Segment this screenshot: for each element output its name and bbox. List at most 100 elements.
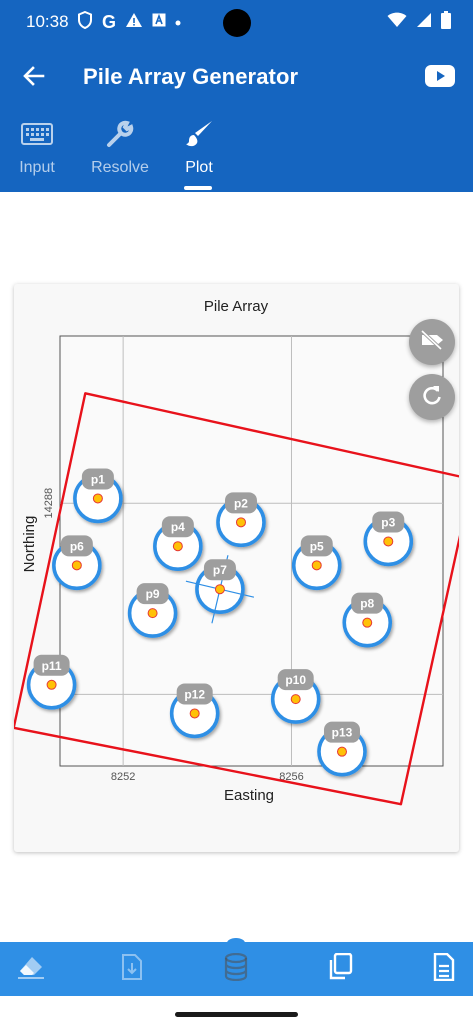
pile-p13[interactable]: p13 [317,721,367,777]
y-tick-label: 14288 [43,488,55,519]
pile-center [147,608,158,619]
report-button[interactable] [422,942,466,996]
app-bar: 10:38 G [0,0,473,192]
pile-center [290,694,301,705]
pile-p2[interactable]: p2 [216,492,266,548]
pile-label-bg [203,559,236,581]
tab-indicator [184,186,212,190]
x-tick-label: 8256 [279,771,303,783]
brush-icon [183,118,215,150]
tab-plot[interactable]: Plot [172,110,226,192]
pile-p12[interactable]: p12 [169,683,220,739]
pile-center [336,746,347,757]
document-icon [433,952,455,986]
tab-input-label: Input [19,159,55,176]
pile-p6[interactable]: p6 [52,535,102,591]
boundary-polygon [12,392,473,806]
google-g-icon: G [102,11,117,32]
page-title: Pile Array Generator [83,64,299,89]
signal-icon [416,12,432,33]
pile-label-bg [176,683,213,705]
pile-center [92,493,103,504]
pile-label: p13 [332,726,353,740]
pile-center [214,584,225,595]
back-button[interactable] [14,58,54,98]
pile-center [362,617,373,628]
copy-button[interactable] [318,942,362,996]
hide-labels-button[interactable] [409,319,455,365]
pile-label: p12 [184,687,205,701]
pile-label-bg [136,583,169,605]
pile-label: p3 [381,515,395,529]
pile-center [311,560,322,571]
video-help-button[interactable] [419,58,461,98]
label-off-icon [419,329,445,356]
pile-label-bg [277,669,314,691]
chart-title: Pile Array [204,298,269,315]
arrow-back-icon [23,65,45,91]
wifi-icon [387,12,407,33]
pile-p4[interactable]: p4 [153,516,203,572]
pile-center [383,536,394,547]
pile-label: p11 [42,659,62,673]
gesture-bar [175,1012,298,1017]
keyboard-icon [21,118,53,150]
pile-p8[interactable]: p8 [342,592,393,648]
font-a-icon [152,13,166,32]
status-icons-right [387,10,451,34]
y-axis-label: Northing [21,516,38,573]
wrench-icon [105,118,135,150]
reset-icon [421,384,443,411]
pile-label-bg [161,516,194,538]
pile-p3[interactable]: p3 [363,511,414,567]
bottom-app-bar [0,942,473,996]
status-time: 10:38 [26,12,69,31]
pile-center [235,517,246,528]
download-button[interactable] [110,942,154,996]
status-icons-left: G [77,10,181,34]
plot-area: 825282561428414288p1p2p3p4p5p6p7p8p9p10p… [12,335,473,806]
pile-label-bg [81,468,114,490]
pile-p7[interactable]: p7 [185,555,255,624]
pile-label-bg [224,492,257,514]
status-bar: 10:38 G [0,0,473,46]
pile-center [189,708,200,719]
pile-label: p8 [360,597,374,611]
tab-input[interactable]: Input [4,110,70,192]
reset-view-button[interactable] [409,374,455,420]
pile-label: p7 [213,563,227,577]
tab-resolve-label: Resolve [91,159,149,176]
pile-array-chart[interactable]: Pile Array Easting Northing 8252 8256 1428… [12,284,473,852]
pile-label-bg [60,535,93,557]
pile-p9[interactable]: p9 [127,583,178,638]
warning-icon [125,12,143,33]
pile-label: p2 [234,496,248,510]
pile-label-bg [351,592,384,614]
pile-p11[interactable]: p11 [26,654,77,710]
eraser-icon [16,954,46,985]
dot-icon [175,13,181,31]
pile-p10[interactable]: p10 [270,669,321,724]
database-icon [224,952,248,986]
pile-center [46,679,57,690]
tab-bar: Input Resolve Plot [0,110,473,192]
pile-label-bg [323,721,360,743]
shield-icon [77,10,93,34]
pile-label: p10 [285,673,306,687]
front-camera [223,9,251,37]
tab-resolve[interactable]: Resolve [82,110,158,192]
pile-center [71,560,82,571]
pile-label-bg [372,511,405,533]
x-axis-label: Easting [224,787,274,804]
pile-label: p9 [146,587,160,601]
pile-label: p4 [171,520,185,534]
erase-button[interactable] [9,942,53,996]
toolbar: Pile Array Generator [0,52,473,104]
database-button[interactable] [214,942,258,996]
pile-label-bg [300,535,333,557]
battery-icon [441,10,451,34]
pile-center [172,541,183,552]
pile-p5[interactable]: p5 [291,535,342,591]
pile-p1[interactable]: p1 [73,468,123,524]
pile-label: p1 [91,472,105,486]
